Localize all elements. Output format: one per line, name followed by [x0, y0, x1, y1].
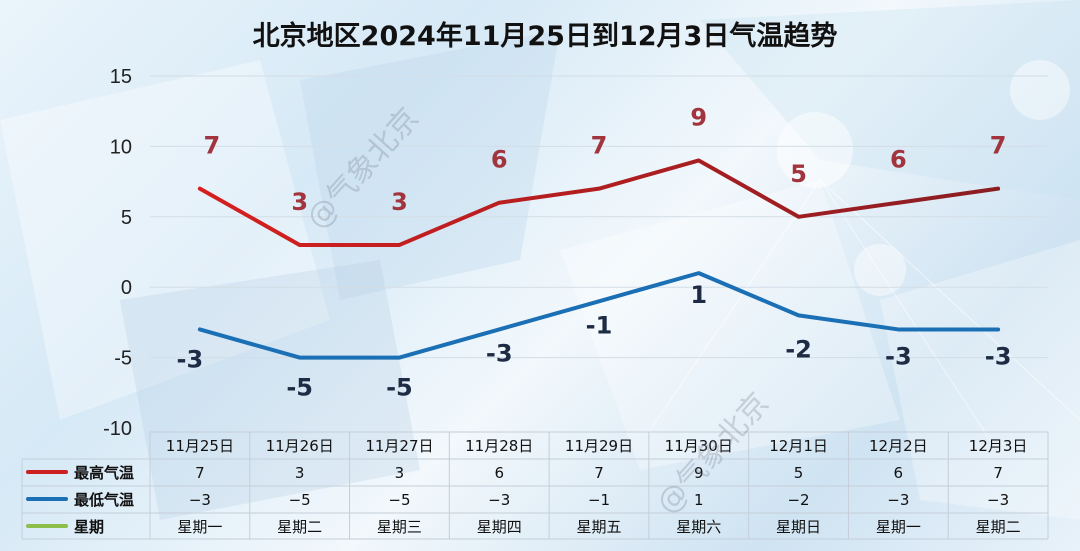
table-cell: 6 — [494, 464, 504, 482]
high-temp-data-label: 3 — [291, 188, 308, 216]
y-tick-label: 0 — [121, 277, 132, 299]
chart-title: 北京地区2024年11月25日到12月3日气温趋势 — [253, 20, 838, 52]
y-axis-ticks: 15 10 5 0 -5 -10 — [103, 66, 132, 440]
low-temp-data-label: 1 — [690, 281, 707, 309]
table-cell: 9 — [694, 464, 704, 482]
table-header-date: 11月27日 — [365, 437, 433, 455]
table-cell: 星期日 — [776, 518, 821, 536]
legend-label: 最高气温 — [74, 464, 134, 482]
table-cell: 7 — [195, 464, 205, 482]
table-cell: 星期五 — [576, 518, 621, 536]
y-tick-label: -5 — [114, 348, 132, 370]
high-temp-data-label: 5 — [790, 160, 807, 188]
high-temp-data-label: 6 — [491, 146, 508, 174]
y-tick-label: 10 — [110, 136, 132, 158]
data-labels: 7 3 3 6 7 9 5 6 7 -3 -5 -5 -3 -1 1 -2 -3 -3 — [177, 103, 1012, 401]
table-cell: 1 — [694, 491, 704, 509]
table-cell: 3 — [295, 464, 305, 482]
y-tick-label: -10 — [103, 418, 132, 440]
high-temp-data-label: 7 — [591, 132, 608, 160]
table-cell: 7 — [594, 464, 604, 482]
high-temp-data-label: 3 — [391, 188, 408, 216]
table-cell: −3 — [987, 491, 1009, 509]
low-temp-data-label: -3 — [177, 345, 204, 373]
table-cell: −3 — [488, 491, 510, 509]
series-lines — [197, 158, 1001, 360]
data-table: 11月25日 11月26日 11月27日 11月28日 11月29日 11月30日 12月1… — [21, 431, 1049, 540]
low-temp-data-label: -5 — [386, 374, 413, 402]
table-cell: −3 — [189, 491, 211, 509]
table-cell: 5 — [794, 464, 804, 482]
table-cell: −5 — [388, 491, 410, 509]
low-temp-data-label: -3 — [486, 339, 513, 367]
low-temp-data-label: -3 — [985, 342, 1012, 370]
high-temp-data-label: 7 — [204, 132, 221, 160]
table-cell: 7 — [993, 464, 1003, 482]
table-cell: 星期三 — [377, 518, 422, 536]
table-cell: −2 — [787, 491, 809, 509]
legend-label: 最低气温 — [74, 491, 134, 509]
table-cell: 3 — [395, 464, 405, 482]
table-cell: 星期一 — [876, 518, 921, 536]
low-temp-data-label: -3 — [885, 342, 912, 370]
table-cell: 星期二 — [976, 518, 1021, 536]
table-cell: −1 — [588, 491, 610, 509]
table-header-date: 11月25日 — [166, 437, 234, 455]
table-header-date: 11月26日 — [266, 437, 334, 455]
low-temp-data-label: -1 — [586, 311, 613, 339]
low-temp-data-label: -2 — [785, 335, 812, 363]
table-cell: 星期四 — [477, 518, 522, 536]
table-header-date: 11月30日 — [665, 437, 733, 455]
high-temp-data-label: 9 — [690, 103, 707, 131]
table-cell: 星期二 — [277, 518, 322, 536]
y-tick-label: 5 — [121, 207, 132, 229]
table-cell: −5 — [289, 491, 311, 509]
high-temp-data-label: 6 — [890, 146, 907, 174]
table-header-date: 11月28日 — [465, 437, 533, 455]
table-header-date: 12月3日 — [969, 437, 1028, 455]
table-header-date: 11月29日 — [565, 437, 633, 455]
table-cell: 6 — [894, 464, 904, 482]
table-header-date: 12月1日 — [769, 437, 828, 455]
legend-label: 星期 — [74, 518, 104, 536]
low-temp-data-label: -5 — [286, 374, 313, 402]
high-temp-data-label: 7 — [990, 132, 1007, 160]
table-cell: −3 — [887, 491, 909, 509]
table-cell: 星期六 — [676, 518, 721, 536]
table-cell: 星期一 — [177, 518, 222, 536]
y-tick-label: 15 — [110, 66, 132, 88]
table-header-date: 12月2日 — [869, 437, 928, 455]
